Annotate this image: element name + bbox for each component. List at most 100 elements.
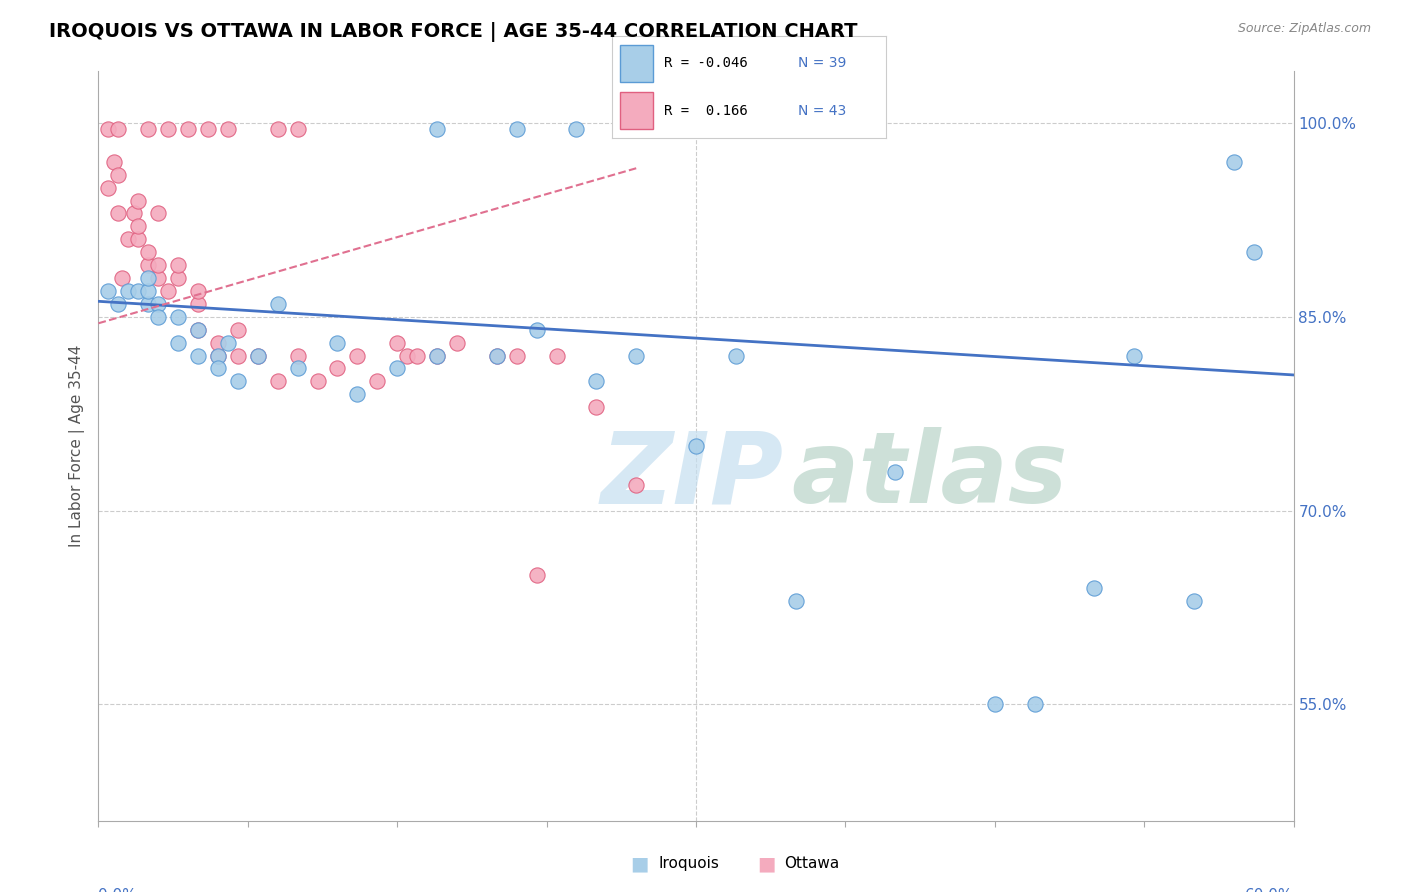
Point	[485, 349, 508, 363]
Point	[136, 245, 159, 260]
Text: ■: ■	[756, 854, 776, 873]
Point	[167, 335, 190, 350]
Point	[426, 122, 449, 136]
Point	[246, 349, 269, 363]
Point	[217, 122, 239, 136]
Point	[366, 375, 388, 389]
Point	[97, 180, 120, 194]
Text: 0.0%: 0.0%	[98, 888, 138, 892]
Point	[187, 349, 209, 363]
Point	[246, 349, 269, 363]
Point	[326, 361, 349, 376]
Point	[187, 297, 209, 311]
Point	[1123, 349, 1146, 363]
Point	[124, 206, 146, 220]
Point	[287, 122, 309, 136]
Point	[127, 219, 149, 234]
Y-axis label: In Labor Force | Age 35-44: In Labor Force | Age 35-44	[69, 345, 84, 547]
Point	[1083, 581, 1105, 595]
Point	[346, 387, 368, 401]
Text: ZIP: ZIP	[600, 427, 783, 524]
Point	[426, 349, 449, 363]
Point	[267, 375, 290, 389]
Point	[127, 194, 149, 208]
Point	[107, 297, 129, 311]
Point	[385, 335, 409, 350]
Point	[446, 335, 468, 350]
Point	[207, 361, 229, 376]
Point	[127, 232, 149, 246]
Point	[107, 168, 129, 182]
Point	[626, 349, 648, 363]
Point	[346, 349, 368, 363]
Text: R = -0.046: R = -0.046	[664, 56, 748, 70]
Text: N = 43: N = 43	[799, 103, 846, 118]
Point	[506, 122, 529, 136]
Point	[148, 271, 170, 285]
Point	[626, 477, 648, 491]
Text: Iroquois: Iroquois	[658, 856, 718, 871]
Point	[226, 323, 249, 337]
Point	[217, 335, 239, 350]
Point	[765, 122, 787, 136]
Point	[117, 232, 139, 246]
Point	[148, 206, 170, 220]
Point	[157, 122, 180, 136]
Point	[148, 310, 170, 324]
Text: ■: ■	[630, 854, 650, 873]
Point	[157, 284, 180, 298]
Point	[117, 284, 139, 298]
Point	[984, 698, 1007, 712]
Point	[526, 568, 548, 582]
FancyBboxPatch shape	[620, 45, 652, 82]
Point	[97, 284, 120, 298]
Point	[136, 297, 159, 311]
Point	[626, 122, 648, 136]
Point	[148, 258, 170, 272]
Point	[136, 122, 159, 136]
Point	[167, 271, 190, 285]
Point	[565, 122, 588, 136]
Point	[685, 439, 707, 453]
Point	[724, 349, 747, 363]
Point	[107, 206, 129, 220]
Point	[167, 258, 190, 272]
Text: Source: ZipAtlas.com: Source: ZipAtlas.com	[1237, 22, 1371, 36]
Point	[187, 284, 209, 298]
Point	[207, 335, 229, 350]
Point	[187, 323, 209, 337]
FancyBboxPatch shape	[620, 92, 652, 129]
Point	[187, 323, 209, 337]
Point	[267, 122, 290, 136]
Point	[406, 349, 429, 363]
Point	[136, 284, 159, 298]
Point	[287, 361, 309, 376]
Point	[884, 465, 907, 479]
Point	[1024, 698, 1046, 712]
Point	[207, 349, 229, 363]
Point	[226, 349, 249, 363]
Point	[426, 349, 449, 363]
Point	[287, 349, 309, 363]
Point	[177, 122, 200, 136]
Point	[526, 323, 548, 337]
Point	[1243, 245, 1265, 260]
Point	[103, 154, 125, 169]
Point	[107, 122, 129, 136]
Point	[685, 122, 707, 136]
Point	[585, 375, 607, 389]
Point	[167, 310, 190, 324]
Point	[485, 349, 508, 363]
Text: Ottawa: Ottawa	[785, 856, 839, 871]
Point	[326, 335, 349, 350]
Point	[127, 284, 149, 298]
Point	[207, 349, 229, 363]
Point	[197, 122, 219, 136]
Point	[546, 349, 568, 363]
Point	[111, 271, 134, 285]
Point	[385, 361, 409, 376]
Point	[585, 401, 607, 415]
Point	[1223, 154, 1246, 169]
Point	[136, 258, 159, 272]
Text: 60.0%: 60.0%	[1246, 888, 1294, 892]
